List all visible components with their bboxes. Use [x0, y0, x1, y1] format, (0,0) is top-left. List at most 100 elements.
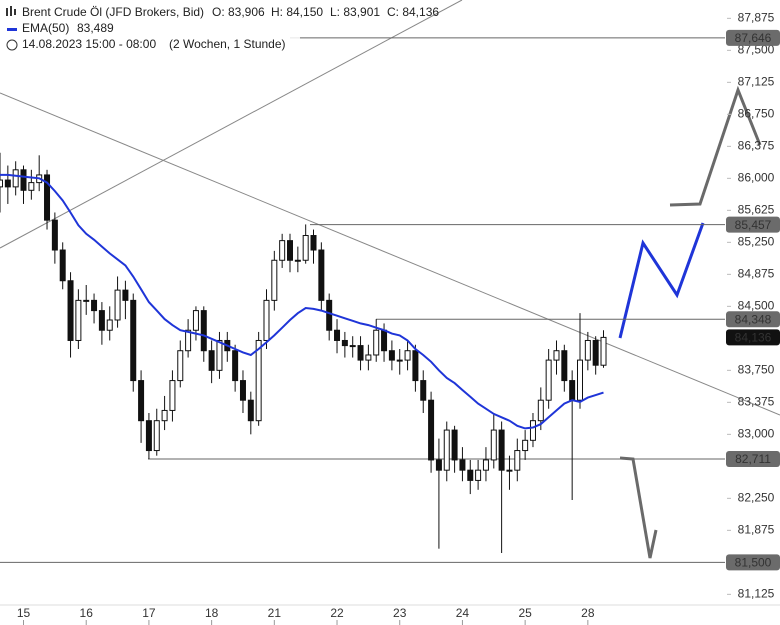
y-tick-label: 83,750	[738, 363, 775, 377]
candle-body	[59, 249, 66, 282]
candle-body	[420, 380, 427, 401]
candle-body	[130, 299, 137, 382]
candle-body	[192, 310, 199, 331]
candle-body	[381, 329, 388, 352]
candle-body	[310, 235, 317, 251]
candle-body	[498, 429, 505, 471]
y-tick-label: 86,375	[738, 139, 775, 153]
level-label: 84,348	[735, 312, 772, 326]
candle-body	[388, 350, 395, 361]
trend-line	[0, 92, 780, 416]
y-tick-label: 87,125	[738, 75, 775, 89]
candle-body	[138, 380, 145, 422]
x-tick-label: 25	[518, 606, 532, 620]
level-label-bg	[726, 450, 780, 467]
candle-body	[412, 350, 419, 382]
y-tick-label: 84,875	[738, 267, 775, 281]
candle-body	[271, 259, 278, 301]
candle-body	[208, 350, 215, 371]
candle-body	[341, 339, 348, 347]
x-tick-label: 21	[268, 606, 282, 620]
candle-body	[200, 310, 207, 352]
ema-value: 83,489	[77, 21, 114, 35]
y-tick-label: 87,875	[738, 11, 775, 25]
plot	[0, 37, 725, 563]
candle-body	[20, 169, 27, 191]
header-range: 14.08.2023 15:00 - 08:00	[22, 37, 156, 51]
candle-body	[83, 299, 90, 302]
level-label: 82,711	[735, 452, 771, 466]
candle-body	[75, 299, 82, 341]
level-label: 87,646	[735, 31, 772, 45]
candle-body	[506, 469, 513, 472]
candle-body	[396, 359, 403, 362]
level-label: 85,457	[735, 218, 772, 232]
candle-body	[169, 380, 176, 411]
candle-body	[537, 399, 544, 422]
level-label-bg	[726, 216, 780, 233]
header-open: O: 83,906	[212, 5, 265, 19]
level-label-bg	[726, 554, 780, 571]
candle-body	[0, 179, 3, 188]
candle-body	[451, 429, 458, 461]
candle-body	[529, 420, 536, 441]
header-high: H: 84,150	[271, 5, 323, 19]
candle-body	[334, 329, 341, 341]
x-tick-label: 28	[581, 606, 595, 620]
y-tick-label: 87,500	[738, 43, 775, 57]
candle-body	[600, 336, 607, 366]
candle-body	[91, 299, 98, 312]
header-low: L: 83,901	[330, 5, 380, 19]
candle-body	[247, 399, 254, 422]
candle-body	[459, 459, 466, 471]
level-label-bg	[726, 29, 780, 46]
candle-body	[294, 259, 301, 262]
header-icon	[10, 6, 12, 16]
candle-body	[482, 459, 489, 471]
candle-body	[302, 235, 309, 261]
candle-body	[4, 179, 11, 188]
level-label-bg	[726, 329, 780, 346]
y-tick-label: 82,250	[738, 491, 775, 505]
ema-line	[0, 173, 604, 430]
candle-body	[404, 350, 411, 361]
candle-body	[428, 399, 435, 461]
candle-body	[239, 380, 246, 401]
x-tick-label: 17	[142, 606, 156, 620]
candle-body	[185, 329, 192, 352]
candle-body	[373, 329, 380, 356]
ema-swatch	[7, 28, 17, 31]
x-tick-label: 18	[205, 606, 219, 620]
y-tick-label: 86,750	[738, 107, 775, 121]
projection	[618, 222, 705, 339]
x-tick-label: 16	[80, 606, 94, 620]
candle-body	[153, 420, 160, 452]
candle-body	[67, 280, 74, 341]
candle-body	[318, 249, 325, 301]
projection	[619, 456, 658, 559]
y-tick-label: 83,000	[738, 427, 775, 441]
level-label: 81,500	[735, 556, 772, 570]
candle-body	[577, 359, 583, 401]
header-icon	[14, 9, 16, 15]
y-tick-label: 83,375	[738, 395, 775, 409]
candle-body	[51, 219, 58, 251]
y-tick-label: 81,875	[738, 523, 775, 537]
header-icon	[6, 8, 8, 16]
header-title: Brent Crude Öl (JFD Brokers, Bid)	[22, 5, 204, 19]
candle-body	[490, 429, 497, 461]
candle-body	[98, 310, 105, 331]
candle-body	[545, 359, 552, 401]
candle-body	[365, 354, 372, 361]
candle-body	[44, 174, 51, 221]
candle-body	[263, 299, 270, 341]
candle-body	[475, 469, 482, 481]
x-tick-label: 24	[456, 606, 470, 620]
candle-body	[357, 345, 364, 361]
candle-body	[177, 350, 184, 382]
candle-body	[443, 429, 450, 471]
candle-body	[561, 350, 568, 382]
header-close: C: 84,136	[387, 5, 439, 19]
y-tick-label: 84,500	[738, 299, 775, 313]
